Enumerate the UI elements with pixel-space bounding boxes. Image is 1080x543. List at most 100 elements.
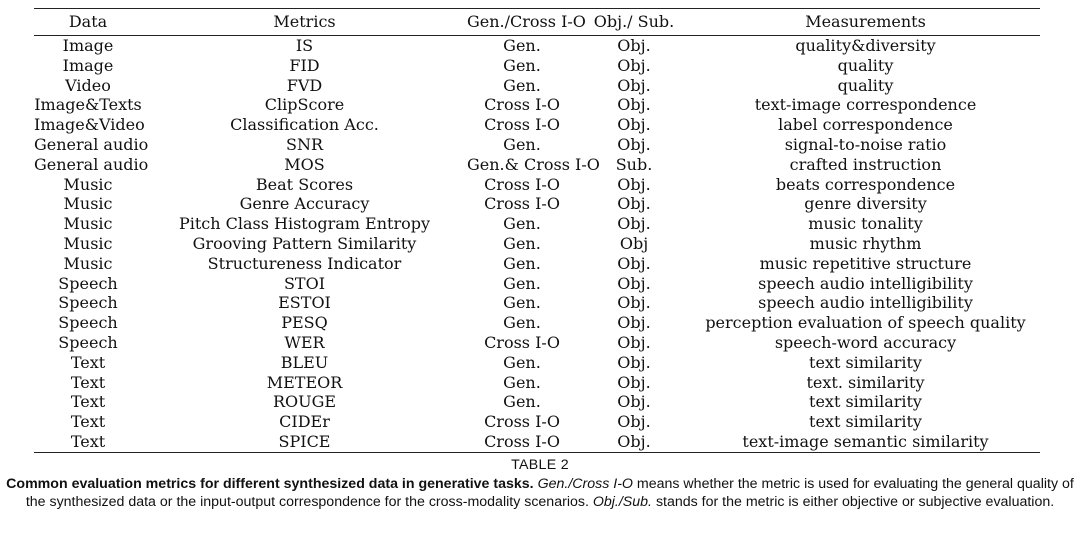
cell-obj-sub: Obj. xyxy=(617,392,651,412)
table-row: Music Grooving Pattern Similarity Gen. Obj m… xyxy=(34,234,1040,254)
cell-metric: METEOR xyxy=(266,372,343,392)
cell-metric: WER xyxy=(284,332,325,352)
table-row: Image&Texts ClipScore Cross I-O Obj. text-im… xyxy=(34,95,1040,115)
cell-data: Music xyxy=(63,233,113,253)
cell-data: Music xyxy=(63,253,113,273)
table-row: Image&Video Classification Acc. Cross I-O O… xyxy=(34,115,1040,135)
cell-measurement: text similarity xyxy=(809,412,922,432)
table-body: Image IS Gen. Obj. quality&diversity Image FID… xyxy=(34,36,1040,453)
cell-measurement: quality&diversity xyxy=(795,36,936,55)
cell-gen-cross: Gen. xyxy=(503,352,541,372)
cell-gen-cross: Gen. xyxy=(503,392,541,412)
table-row: Speech PESQ Gen. Obj. perception evaluation … xyxy=(34,313,1040,333)
cell-obj-sub: Obj. xyxy=(617,431,651,451)
cell-measurement: crafted instruction xyxy=(789,154,942,174)
cell-obj-sub: Obj. xyxy=(617,332,651,352)
table-row: Music Beat Scores Cross I-O Obj. beats corre… xyxy=(34,175,1040,195)
table-header: Data Metrics Gen./Cross I-O Obj./ Sub. M… xyxy=(34,8,1040,36)
table-row: Music Structureness Indicator Gen. Obj. musi… xyxy=(34,254,1040,274)
cell-gen-cross: Cross I-O xyxy=(484,95,560,115)
header-obj-sub: Obj./ Sub. xyxy=(593,12,675,32)
table-row: Text ROUGE Gen. Obj. text similarity xyxy=(34,392,1040,412)
cell-obj-sub: Obj. xyxy=(617,372,651,392)
cell-metric: MOS xyxy=(284,154,325,174)
cell-data: General audio xyxy=(34,134,149,154)
cell-metric: Genre Accuracy xyxy=(239,194,370,214)
table-row: Image IS Gen. Obj. quality&diversity xyxy=(34,36,1040,56)
cell-gen-cross: Gen. xyxy=(503,134,541,154)
cell-gen-cross: Gen. xyxy=(503,36,541,55)
table-row: Text METEOR Gen. Obj. text. similarity xyxy=(34,373,1040,393)
cell-obj-sub: Obj xyxy=(619,233,649,253)
cell-measurement: perception evaluation of speech quality xyxy=(705,313,1026,333)
cell-obj-sub: Obj. xyxy=(617,352,651,372)
cell-data: Speech xyxy=(58,313,118,333)
cell-metric: Beat Scores xyxy=(255,174,354,194)
cell-obj-sub: Obj. xyxy=(617,253,651,273)
header-measurements: Measurements xyxy=(805,12,926,32)
cell-data: General audio xyxy=(34,154,149,174)
cell-metric: STOI xyxy=(283,273,326,293)
cell-obj-sub: Obj. xyxy=(617,75,651,95)
table-row: Video FVD Gen. Obj. quality xyxy=(34,76,1040,96)
cell-measurement: label correspondence xyxy=(778,115,953,135)
cell-data: Text xyxy=(70,392,106,412)
header-gen-cross: Gen./Cross I-O xyxy=(467,12,586,32)
cell-gen-cross: Gen. xyxy=(503,55,541,75)
cell-measurement: beats correspondence xyxy=(775,174,956,194)
cell-metric: FVD xyxy=(286,75,323,95)
cell-obj-sub: Obj. xyxy=(617,134,651,154)
cell-gen-cross: Gen. xyxy=(503,75,541,95)
cell-metric: SPICE xyxy=(278,431,331,451)
table-row: Music Pitch Class Histogram Entropy Gen. Ob… xyxy=(34,214,1040,234)
cell-measurement: quality xyxy=(837,75,894,95)
table-row: Speech STOI Gen. Obj. speech audio intelligi… xyxy=(34,274,1040,294)
cell-metric: BLEU xyxy=(280,352,329,372)
table-label: TABLE 2 xyxy=(511,457,569,473)
cell-metric: ROUGE xyxy=(272,392,337,412)
cell-obj-sub: Obj. xyxy=(617,293,651,313)
cell-data: Image xyxy=(62,36,114,55)
cell-data: Image&Texts xyxy=(34,95,142,115)
cell-metric: SNR xyxy=(285,134,323,154)
table-row: Music Genre Accuracy Cross I-O Obj. genre di… xyxy=(34,194,1040,214)
cell-metric: ClipScore xyxy=(264,95,345,115)
table-row: Speech WER Cross I-O Obj. speech-word accura… xyxy=(34,333,1040,353)
cell-obj-sub: Obj. xyxy=(617,194,651,214)
cell-measurement: speech audio intelligibility xyxy=(758,273,973,293)
table-row: Text BLEU Gen. Obj. text similarity xyxy=(34,353,1040,373)
cell-data: Music xyxy=(63,194,113,214)
cell-metric: FID xyxy=(289,55,320,75)
cell-obj-sub: Obj. xyxy=(617,36,651,55)
cell-gen-cross: Cross I-O xyxy=(484,174,560,194)
cell-gen-cross: Gen. xyxy=(503,253,541,273)
cell-measurement: text similarity xyxy=(809,392,922,412)
cell-obj-sub: Obj. xyxy=(617,174,651,194)
cell-measurement: music tonality xyxy=(808,214,923,234)
caption-title: Common evaluation metrics for different … xyxy=(6,475,534,492)
caption-text-1: means whether the metric is used for eva… xyxy=(25,475,1074,511)
table-row: Speech ESTOI Gen. Obj. speech audio intellig… xyxy=(34,293,1040,313)
cell-data: Speech xyxy=(58,273,118,293)
cell-metric: Grooving Pattern Similarity xyxy=(192,233,417,253)
evaluation-metrics-table: Data Metrics Gen./Cross I-O Obj./ Sub. M… xyxy=(34,8,1040,453)
cell-gen-cross: Gen. xyxy=(503,273,541,293)
cell-measurement: signal-to-noise ratio xyxy=(784,134,947,154)
cell-measurement: music repetitive structure xyxy=(759,253,972,273)
caption-term-gen-cross: Gen./Cross I-O xyxy=(537,475,633,492)
cell-gen-cross: Gen. xyxy=(503,214,541,234)
table-caption: TABLE 2 Common evaluation metrics for di… xyxy=(6,456,1074,512)
cell-metric: Structureness Indicator xyxy=(207,253,402,273)
cell-obj-sub: Obj. xyxy=(617,55,651,75)
table-row: General audio MOS Gen.& Cross I-O Sub. craft… xyxy=(34,155,1040,175)
header-metrics: Metrics xyxy=(273,12,336,32)
cell-gen-cross: Cross I-O xyxy=(484,194,560,214)
cell-data: Text xyxy=(70,412,106,432)
cell-metric: IS xyxy=(295,36,314,55)
cell-measurement: text. similarity xyxy=(806,372,925,392)
cell-data: Music xyxy=(63,174,113,194)
cell-data: Speech xyxy=(58,293,118,313)
cell-measurement: speech-word accuracy xyxy=(774,332,957,352)
cell-obj-sub: Obj. xyxy=(617,412,651,432)
